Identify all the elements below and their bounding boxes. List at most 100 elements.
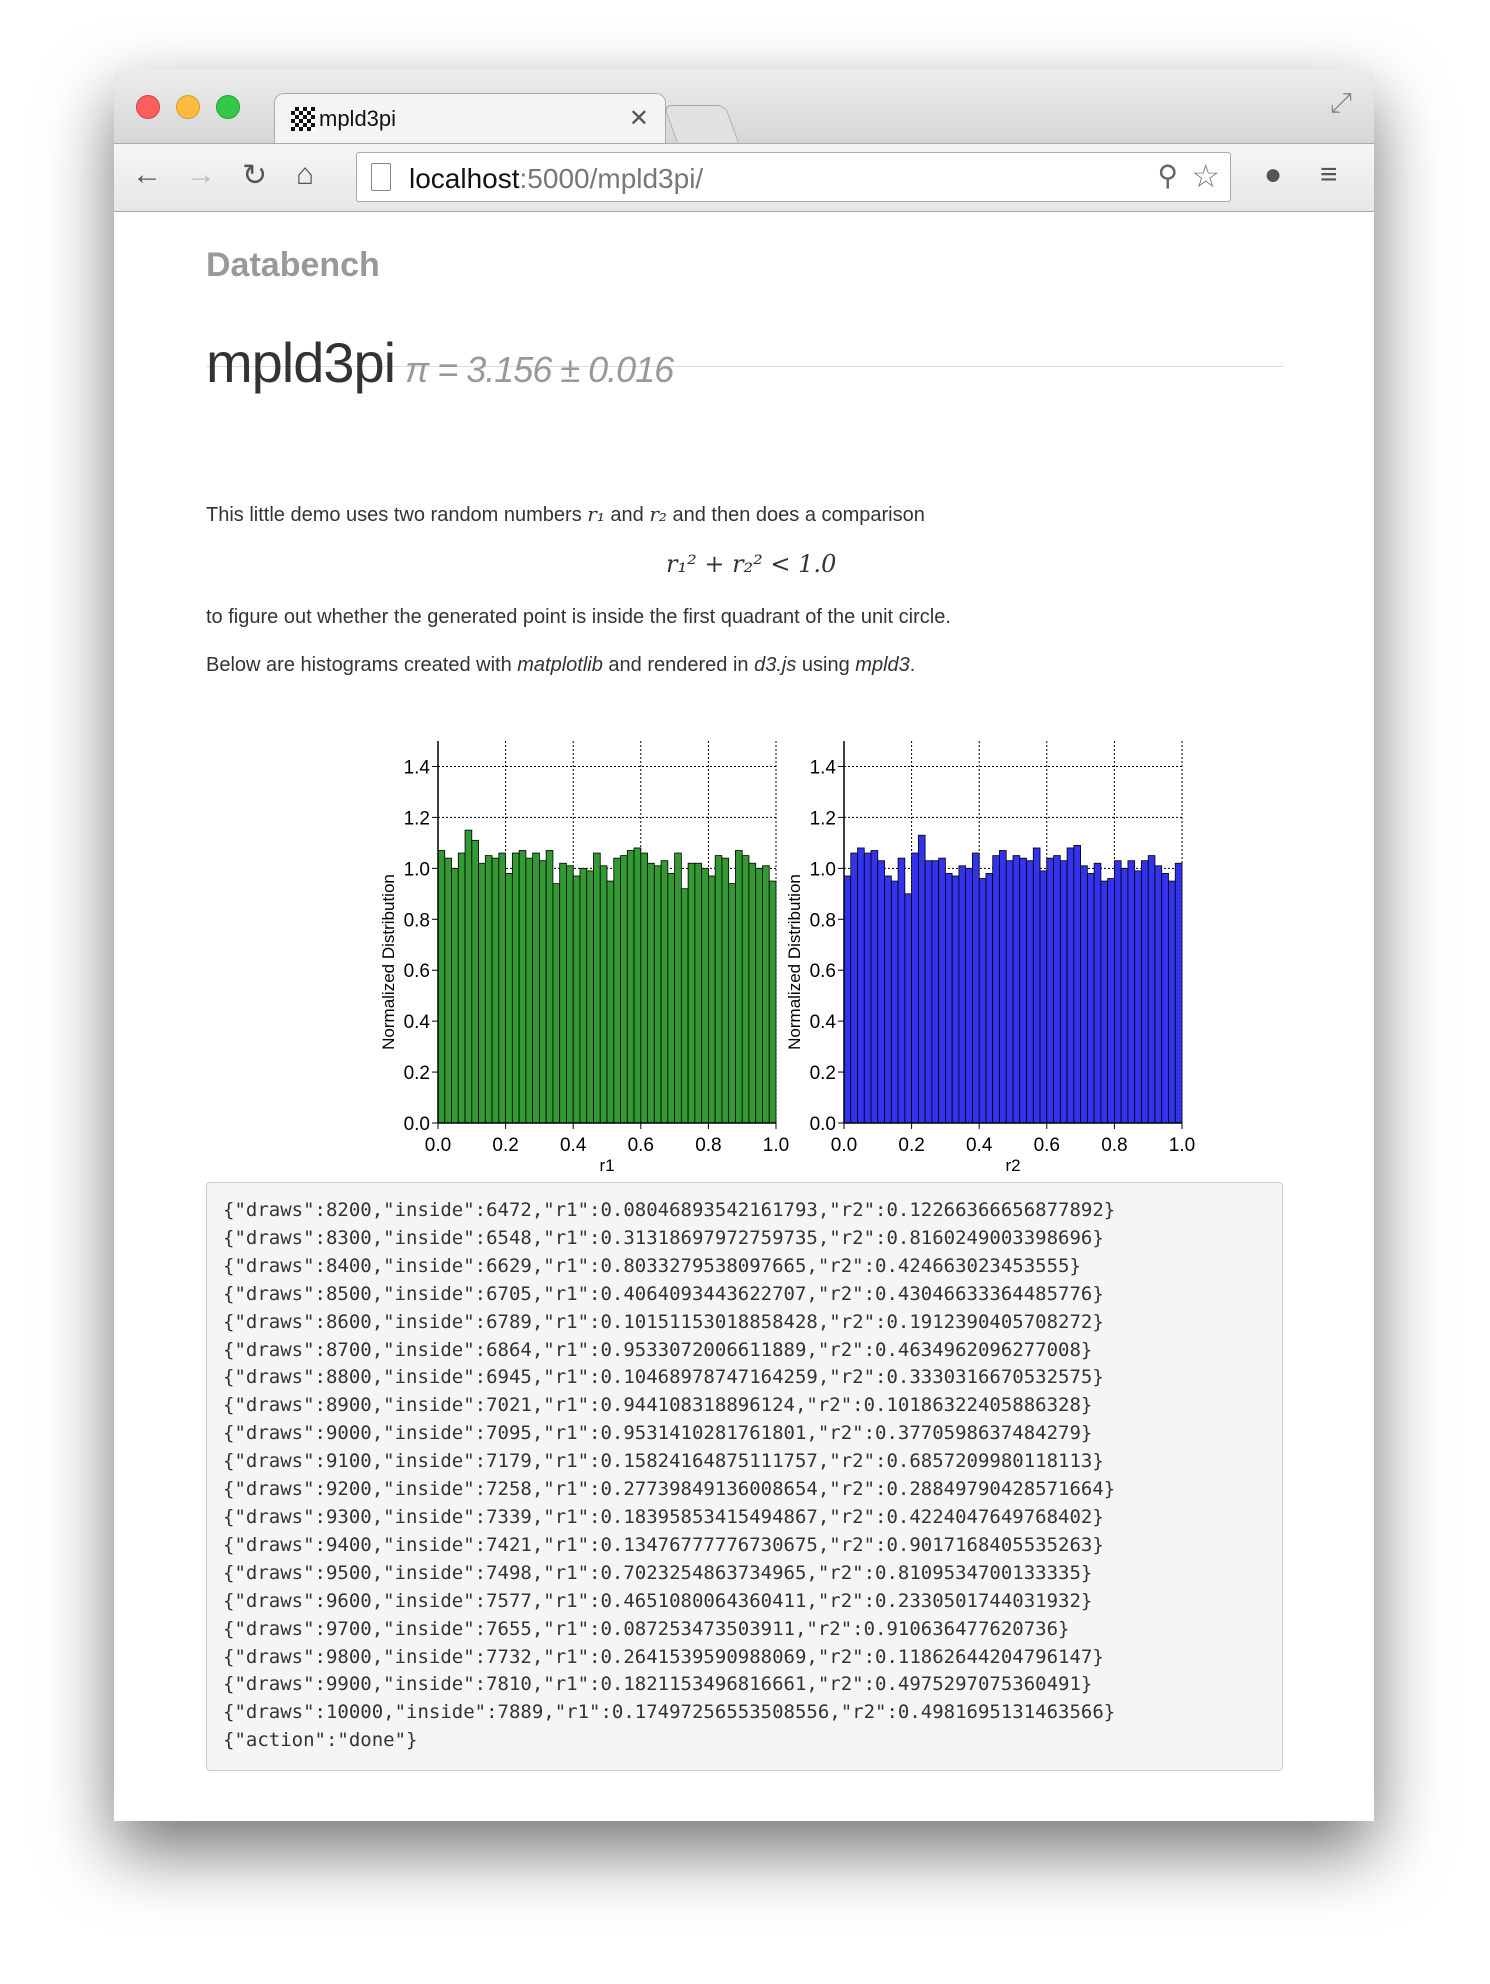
bar [951, 875, 960, 1124]
tab-close[interactable]: ✕ [628, 105, 649, 132]
reload-button[interactable]: ↻ [242, 159, 268, 192]
bar [728, 883, 736, 1124]
log-line: {"draws":8700,"inside":6864,"r1":0.95330… [223, 1338, 1093, 1361]
bar [741, 855, 750, 1124]
bar [1120, 867, 1129, 1124]
bar [748, 862, 757, 1124]
bar [620, 855, 628, 1124]
log-line: {"draws":8600,"inside":6789,"r1":0.10151… [223, 1310, 1104, 1333]
bar [985, 873, 994, 1124]
bar [978, 878, 987, 1124]
bar [667, 873, 675, 1124]
bar [911, 852, 919, 1124]
intro: This little demo uses two random numbers… [206, 502, 925, 527]
bar [1039, 870, 1048, 1124]
y-tick-label: 0.0 [810, 1114, 836, 1135]
bar [1141, 860, 1149, 1124]
bar [633, 847, 642, 1124]
bar [545, 850, 554, 1124]
title: mpld3pi [206, 331, 396, 394]
bar [755, 867, 763, 1124]
bar [1100, 880, 1109, 1124]
bar [904, 893, 913, 1124]
bar [1134, 870, 1142, 1124]
bar [1032, 847, 1041, 1124]
url: localhost:5000/mpld3pi/ [409, 163, 703, 195]
new-tab[interactable] [663, 105, 739, 142]
favicon [291, 107, 315, 131]
y-tick-label: 1.4 [810, 757, 837, 778]
log-line: {"draws":8200,"inside":6472,"r1":0.08046… [223, 1199, 1116, 1221]
bar [701, 867, 709, 1124]
bar [471, 839, 479, 1124]
log-line: {"draws":9500,"inside":7498,"r1":0.70232… [223, 1561, 1093, 1584]
bar [687, 862, 696, 1124]
tab[interactable]: mpld3pi ✕ [274, 93, 666, 144]
x-tick-label: 1.0 [763, 1135, 789, 1156]
bar [457, 852, 466, 1124]
back-button[interactable]: ← [132, 158, 162, 191]
extension-icon[interactable]: ● [1264, 158, 1283, 191]
brand[interactable]: Databench [206, 246, 380, 284]
x-axis-label: r2 [1005, 1156, 1020, 1175]
y-tick-label: 1.0 [404, 859, 430, 880]
bar [768, 880, 777, 1124]
bookmark-star[interactable]: ☆ [1191, 158, 1220, 194]
bar [924, 860, 933, 1124]
close-button[interactable] [136, 95, 160, 119]
home-button[interactable]: ⌂ [296, 158, 315, 191]
bar [599, 865, 608, 1124]
search-icon[interactable]: ⚲ [1157, 160, 1178, 191]
bar [1174, 862, 1183, 1124]
heading: mpld3pi π = 3.156 ± 0.016 [206, 330, 674, 395]
bar [890, 880, 899, 1124]
log-line: {"draws":9700,"inside":7655,"r1":0.08725… [223, 1617, 1070, 1640]
bar [992, 855, 1000, 1124]
bar [721, 857, 730, 1124]
log-line: {"draws":9200,"inside":7258,"r1":0.27739… [223, 1478, 1116, 1501]
bar [735, 850, 743, 1124]
bar [1114, 860, 1122, 1124]
bar [478, 862, 486, 1124]
text: and [604, 504, 650, 526]
text: This little demo uses two random numbers [206, 504, 588, 526]
bar [1086, 873, 1095, 1124]
minimize-button[interactable] [176, 95, 200, 119]
tab-title: mpld3pi [319, 106, 397, 131]
y-tick-label: 1.2 [404, 808, 430, 829]
bar [1127, 860, 1136, 1124]
header-rule [206, 366, 1283, 367]
bar [1147, 855, 1156, 1124]
zoom-button[interactable] [216, 95, 240, 119]
bar [674, 852, 682, 1124]
x-tick-label: 0.2 [492, 1135, 518, 1156]
fullscreen-button[interactable]: ⤢ [1329, 87, 1352, 118]
toolbar: ← → ↻ ⌂ localhost:5000/mpld3pi/ ⚲ ☆ ● ≡ [114, 143, 1374, 212]
log-line: {"draws":9600,"inside":7577,"r1":0.46510… [223, 1589, 1093, 1612]
bar [1154, 865, 1163, 1124]
bar [586, 870, 594, 1124]
address-bar[interactable]: localhost:5000/mpld3pi/ ⚲ ☆ [356, 152, 1231, 202]
bar [559, 862, 567, 1124]
bar [870, 850, 879, 1124]
x-tick-label: 0.6 [1034, 1135, 1060, 1156]
forward-button[interactable]: → [186, 158, 216, 191]
y-axis-label: Normalized Distribution [785, 874, 804, 1050]
bar [626, 850, 635, 1124]
bar [1046, 857, 1054, 1124]
log-line: {"draws":8900,"inside":7021,"r1":0.94410… [223, 1394, 1093, 1417]
x-tick-label: 0.4 [966, 1135, 993, 1156]
math: r₁ [587, 502, 605, 526]
bar [945, 873, 953, 1124]
bar [1053, 855, 1061, 1124]
y-tick-label: 0.0 [404, 1114, 430, 1135]
menu-button[interactable]: ≡ [1320, 158, 1338, 191]
log: {"draws":8200,"inside":6472,"r1":0.08046… [206, 1182, 1283, 1771]
y-tick-label: 0.2 [404, 1063, 430, 1084]
bar [464, 829, 473, 1124]
emphasis: matplotlib [517, 654, 603, 676]
x-tick-label: 0.0 [831, 1135, 857, 1156]
bar [680, 888, 689, 1124]
emphasis: d3.js [754, 654, 797, 676]
bar [972, 852, 980, 1124]
